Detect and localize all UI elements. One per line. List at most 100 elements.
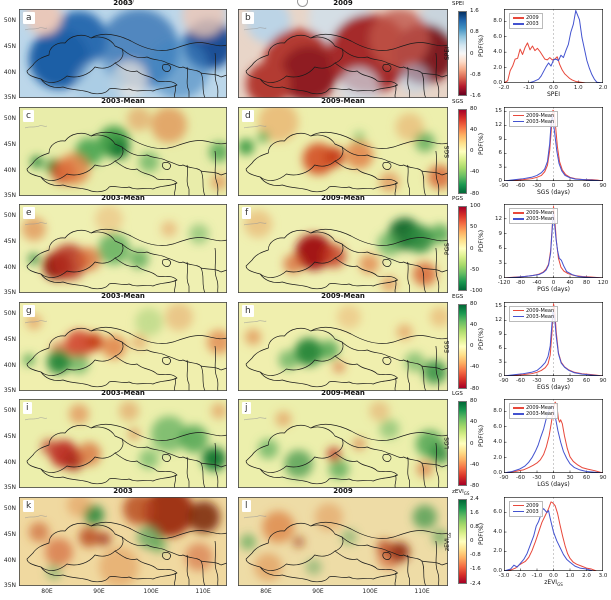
legend-line-swatch [513,17,524,19]
colorbar-tick-label: 0 [470,245,474,252]
lat-tick-label: 50N [3,309,16,317]
lat-tick-label: 45N [3,530,16,538]
pdf-ytick-label: 15 [495,108,502,115]
pdf-plot [504,496,603,571]
pdf-xlabel: zEVIGS [544,578,563,587]
legend-label: 2009-Mean [526,405,555,411]
legend-label: 2003-Mean [526,411,555,417]
pdf-xtick-label: -90 [499,475,509,481]
map-panel: b [238,9,448,98]
pdf-ytick-label: 6 [498,245,503,252]
panel-letter: e [23,207,35,219]
colorbar-vertical-label: SGS [444,144,451,158]
pdf-ytick-label: 12 [495,215,502,222]
pdf-ytick-label: 8.0 [493,18,502,25]
pdf-xtick-label: 60 [583,475,590,481]
pdf-ytick-label: 6.0 [493,33,502,40]
colorbar-tick-label: 80 [470,300,477,307]
map-panel: e [19,204,227,293]
pdf-ytick-label: 12 [495,317,502,323]
pdf-xtick-label: 1.0 [573,85,583,91]
legend-label: 2003-Mean [526,313,555,320]
pdf-ytick-label: 15 [495,303,502,310]
colorbar-tick-label: 100 [470,203,481,209]
pdf-legend: 2009-Mean 2003-Mean [509,305,559,322]
map-title: 2009-Mean [321,96,365,105]
colorbar-tick-label: 1.6 [470,509,479,516]
colorbar-tick-label: 0 [470,50,474,57]
pdf-legend: 2009 2003 [509,500,543,517]
colorbar-tick-label: 0 [470,343,474,349]
colorbar-tick-label: -1.6 [470,566,481,573]
colorbar-title: SGS [452,98,464,105]
pdf-xlabel: EGS (days) [537,383,570,391]
colorbar-tick-label: -80 [470,385,479,392]
pdf-xlabel: SPEI [547,91,560,98]
colorbar-vertical-label: PGS [444,242,451,255]
pdf-ytick-label: 3 [498,358,503,365]
colorbar [458,498,467,584]
pdf-ytick-label: 2.0 [493,454,502,461]
colorbar-tick-label: 80 [470,398,477,404]
colorbar-tick-label: 40 [470,321,477,328]
pdf-ytick-label: 4.0 [493,528,502,535]
panel-letter: i [23,402,32,414]
pdf-ytick-label: 6.0 [493,423,502,430]
pdf-xtick-label: 0.0 [549,572,558,579]
colorbar-vertical-label: zEVIGS [444,531,453,551]
map-panel: d [238,106,448,196]
lon-tick-label: 100E [143,587,159,595]
pdf-ytick-label: 9 [498,135,503,142]
legend-item: 2009-Mean [513,405,554,411]
legend-label: 2009-Mean [526,112,555,119]
colorbar-tick-label: -80 [470,190,479,197]
pdf-xtick-label: -3.0 [498,572,510,579]
map-art [19,106,227,196]
legend-label: 2003 [526,21,539,27]
colorbar-vertical-label: EGS [444,339,451,353]
lon-tick-label: 110E [195,587,211,595]
colorbar-tick-label: 40 [470,419,477,426]
lat-tick-label: 40N [3,459,16,466]
legend-item: 2009 [513,15,539,21]
figure-row: 50N 45N 40N 35N 2003-Mean 2009-Mean c d SGS… [0,96,611,199]
lat-tick-label: 40N [3,361,16,369]
pdf-xtick-label: -90 [499,182,509,189]
pdf-ytick-label: 0.0 [493,470,502,476]
pdf-legend: 2009-Mean 2003-Mean [509,403,559,419]
colorbar-tick-label: -0.8 [470,552,481,559]
legend-item: 2003-Mean [513,314,554,320]
colorbar-tick-label: 2.4 [470,495,479,502]
pdf-ytick-label: 8.0 [493,408,502,415]
pdf-xtick-label: -60 [516,475,525,481]
colorbar-tick-label: 1.6 [470,8,479,14]
legend-item: 2003-Mean [513,119,554,125]
pdf-xtick-label: -2.0 [515,572,526,579]
colorbar-title: zEVIGS [452,488,470,496]
pdf-ytick-label: 3 [498,260,503,267]
lat-tick-label: 40N [3,69,16,76]
map-art [238,106,448,196]
map-art [238,204,448,293]
colorbar-tick-label: 0 [470,148,474,154]
map-panel: f [238,204,448,293]
legend-line-swatch [513,510,524,513]
map-panel: g [19,301,227,391]
panel-letter: c [23,109,34,122]
map-art [238,399,448,488]
figure-row: 50N 45N 40N 35N 2003-Mean 2009-Mean i j LGS… [0,389,611,491]
colorbar-vertical-label: LGS [444,437,451,450]
colorbar-tick-label: -1.6 [470,93,481,99]
colorbar-tick-label: -2.4 [470,580,481,587]
figure-row: 50N 45N 40N 35N 2003 2009 k l zEVIGS zEVIGS… [0,487,611,589]
panel-letter: g [23,304,35,317]
colorbar-title: LGS [452,391,463,397]
colorbar-tick-label: 50 [470,224,477,231]
colorbar-tick-label: -0.8 [470,71,481,78]
pdf-xtick-label: 0 [551,182,556,189]
pdf-ytick-label: 9 [498,230,503,237]
pdf-xtick-label: 1.0 [565,572,575,579]
pdf-ytick-label: 2.0 [493,548,502,555]
legend-line-swatch [513,413,524,415]
